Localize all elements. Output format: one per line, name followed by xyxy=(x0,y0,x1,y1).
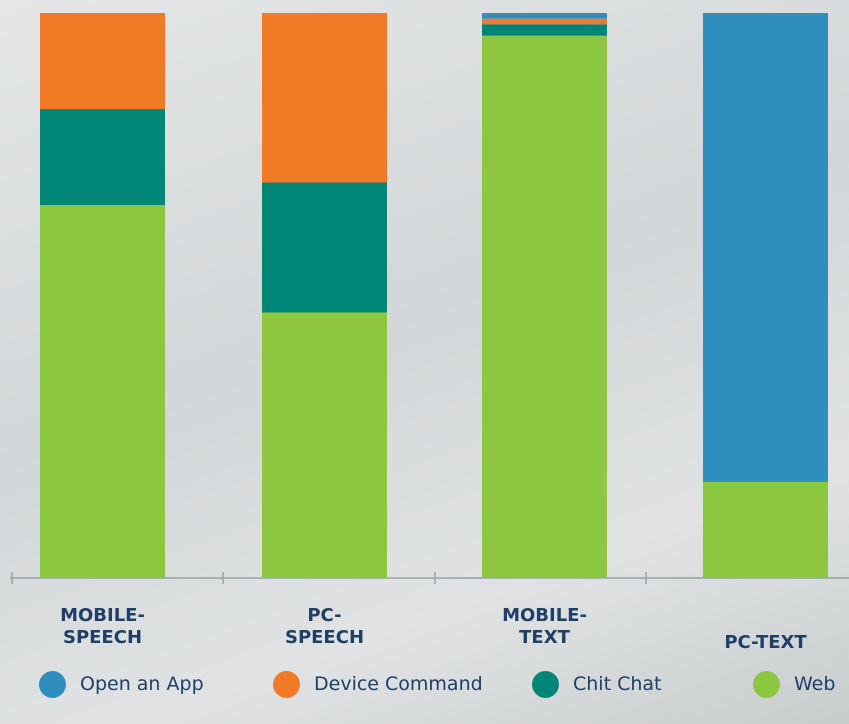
legend-label: Chit Chat xyxy=(573,673,661,695)
bar-segment xyxy=(482,24,607,35)
legend-label: Open an App xyxy=(80,673,204,695)
x-tick-label: MOBILE-TEXT xyxy=(490,592,600,662)
x-tick-label: MOBILE-SPEECH xyxy=(48,592,158,662)
legend-swatch xyxy=(273,671,300,698)
legend-item: Chit Chat xyxy=(532,670,661,698)
bar-segment xyxy=(40,205,165,578)
x-tick-label: PC-TEXT xyxy=(711,608,821,678)
bar-segment xyxy=(482,19,607,25)
bar-segment xyxy=(262,13,387,183)
bar-segment xyxy=(703,13,828,482)
legend-label: Web xyxy=(794,673,835,695)
legend-item: Device Command xyxy=(273,670,483,698)
legend-swatch xyxy=(39,671,66,698)
bar-segment xyxy=(40,13,165,109)
bar-segment xyxy=(262,312,387,578)
bar-segment xyxy=(40,109,165,205)
chart: MOBILE-SPEECH PC-SPEECH MOBILE-TEXT PC-TEXT… xyxy=(0,0,849,724)
bar-segment xyxy=(262,183,387,313)
legend-label: Device Command xyxy=(314,673,483,695)
legend-item: Web xyxy=(753,670,835,698)
bar-segment xyxy=(482,13,607,19)
legend-item: Open an App xyxy=(39,670,204,698)
legend-swatch xyxy=(532,671,559,698)
bar-segment xyxy=(703,482,828,578)
x-tick-label: PC-SPEECH xyxy=(270,592,380,662)
bar-segment xyxy=(482,36,607,578)
legend-swatch xyxy=(753,671,780,698)
